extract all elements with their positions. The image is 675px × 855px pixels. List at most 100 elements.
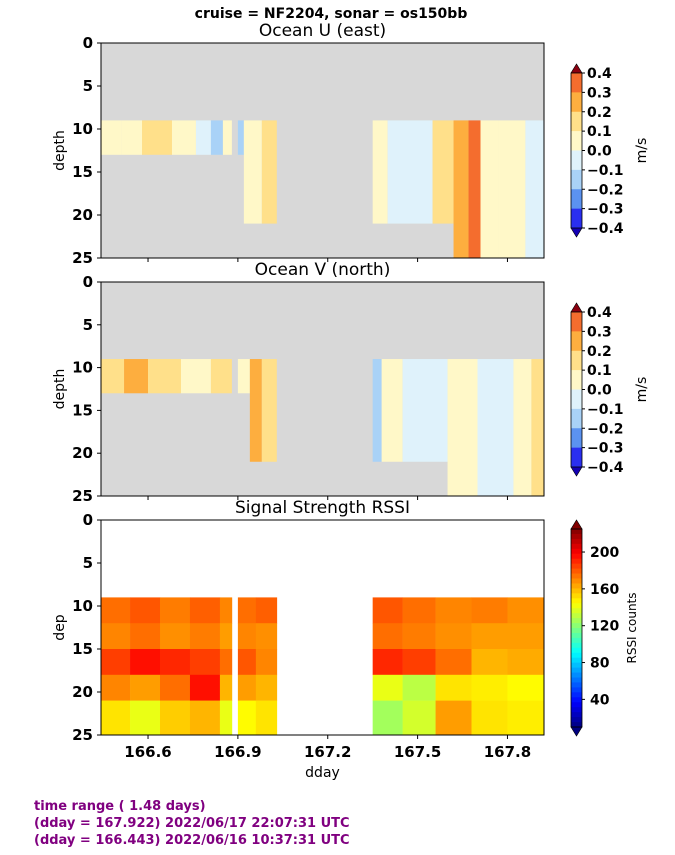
colorbar-tick-label: −0.3 [587,441,624,457]
colorbar-swatch [571,623,582,629]
rssi-cell [130,700,161,736]
figure-suptitle: cruise = NF2204, sonar = os150bb [195,6,468,22]
rssi-cell [101,597,131,624]
rssi-cell [507,674,545,701]
colorbar-swatch [571,652,582,659]
colorbar-tick-label: 0.3 [587,324,612,340]
colorbar-swatch [571,722,582,728]
velocity-cell [180,359,211,394]
velocity-cell [447,359,478,496]
y-tick-label: 5 [83,554,93,572]
colorbar-tick-label: 0.0 [587,383,612,399]
velocity-cell [372,359,382,462]
velocity-cell [261,120,277,224]
y-tick-label: 25 [72,726,93,744]
colorbar-swatch [571,677,582,683]
colorbar-tick-label: 40 [590,692,610,708]
colorbar-swatch [571,408,582,429]
rssi-cell [219,674,233,701]
rssi-cell [372,623,403,650]
colorbar-swatch [571,628,582,634]
colorbar-swatch [571,712,582,718]
y-axis-label: dep [52,614,68,641]
panel-3: Signal Strength RSSI 0 5 10 15 20 25 dep 166.6 16… [52,498,639,781]
velocity-cell [498,120,526,259]
rssi-cell [402,649,436,676]
rssi-cell [101,623,131,650]
x-tick-label: 167.2 [304,743,351,761]
rssi-cell [189,700,221,736]
velocity-cell [513,359,532,496]
y-tick-label: 10 [72,359,93,377]
y-tick-label: 15 [72,401,93,419]
colorbar-tick-label: 80 [590,656,610,672]
colorbar-swatch [571,692,582,698]
rssi-cell [237,649,257,676]
rssi-cell [160,674,191,701]
colorbar-swatch [571,553,582,560]
colorbar-tick-label: 0.0 [587,144,612,160]
rssi-cell [160,623,191,650]
rssi-cell [507,597,545,624]
velocity-cell [148,359,181,394]
y-tick-label: 20 [72,206,93,224]
rssi-cell [435,649,472,676]
time-range-footer: time range ( 1.48 days) (dday = 167.922)… [34,798,350,849]
rssi-cell [237,674,257,701]
rssi-cell [435,623,472,650]
colorbar-swatch [571,697,582,703]
colorbar-tick-label: 0.2 [587,344,612,360]
y-tick-label: 20 [72,444,93,462]
rssi-cell [130,674,161,701]
rssi-cell [471,674,508,701]
colorbar-swatch [571,578,582,584]
axes-frame [100,42,545,259]
rssi-cell [189,674,221,701]
colorbar-swatch [571,312,582,332]
y-tick-label: 10 [72,120,93,138]
velocity-cell [249,359,262,462]
rssi-cell [402,597,436,624]
rssi-cell [255,623,278,650]
y-tick-label: 5 [83,316,93,334]
y-axis-label: depth [52,369,68,410]
rssi-cell [219,597,233,624]
colorbar: 200 160 120 80 40 RSSI counts [570,519,639,737]
axes-frame [100,281,545,497]
velocity-cell [171,120,196,155]
rssi-cell [435,674,472,701]
colorbar-swatch [571,73,582,93]
colorbar-tick-label: 0.1 [587,124,612,140]
rssi-cell [160,649,191,676]
velocity-cell [210,359,232,394]
x-tick-label: 166.9 [214,743,261,761]
colorbar-swatch [571,189,582,209]
panel-2: Ocean V (north)0510152025depth0.40.30.20… [52,260,650,505]
rssi-cell [255,674,278,701]
y-axis-label: depth [52,130,68,171]
rssi-cell [372,597,403,624]
rssi-cell [372,674,403,701]
colorbar-swatch [571,131,582,151]
rssi-cell [255,649,278,676]
colorbar-swatch [571,687,582,693]
colorbar-tick-label: −0.4 [587,221,624,237]
colorbar-tick-label: 160 [590,582,619,598]
colorbar-swatch [571,672,582,678]
colorbar-tick-label: −0.2 [587,182,624,198]
velocity-cell [525,120,544,259]
rssi-cell [402,674,436,701]
velocity-cell [121,120,143,155]
colorbar-swatch [571,702,582,708]
velocity-cell [477,359,514,496]
colorbar: 0.4 0.3 0.2 0.1 0.0 −0.1 −0.2 −0.3 −0.4 m/s [570,302,650,477]
y-tick-label: 20 [72,683,93,701]
colorbar-swatch [571,667,582,673]
velocity-cell [210,120,223,155]
colorbar-label: RSSI counts [625,592,639,663]
rssi-cell [507,649,545,676]
velocity-cell [101,359,125,394]
velocity-cell [387,120,433,224]
colorbar-swatch [571,389,582,410]
